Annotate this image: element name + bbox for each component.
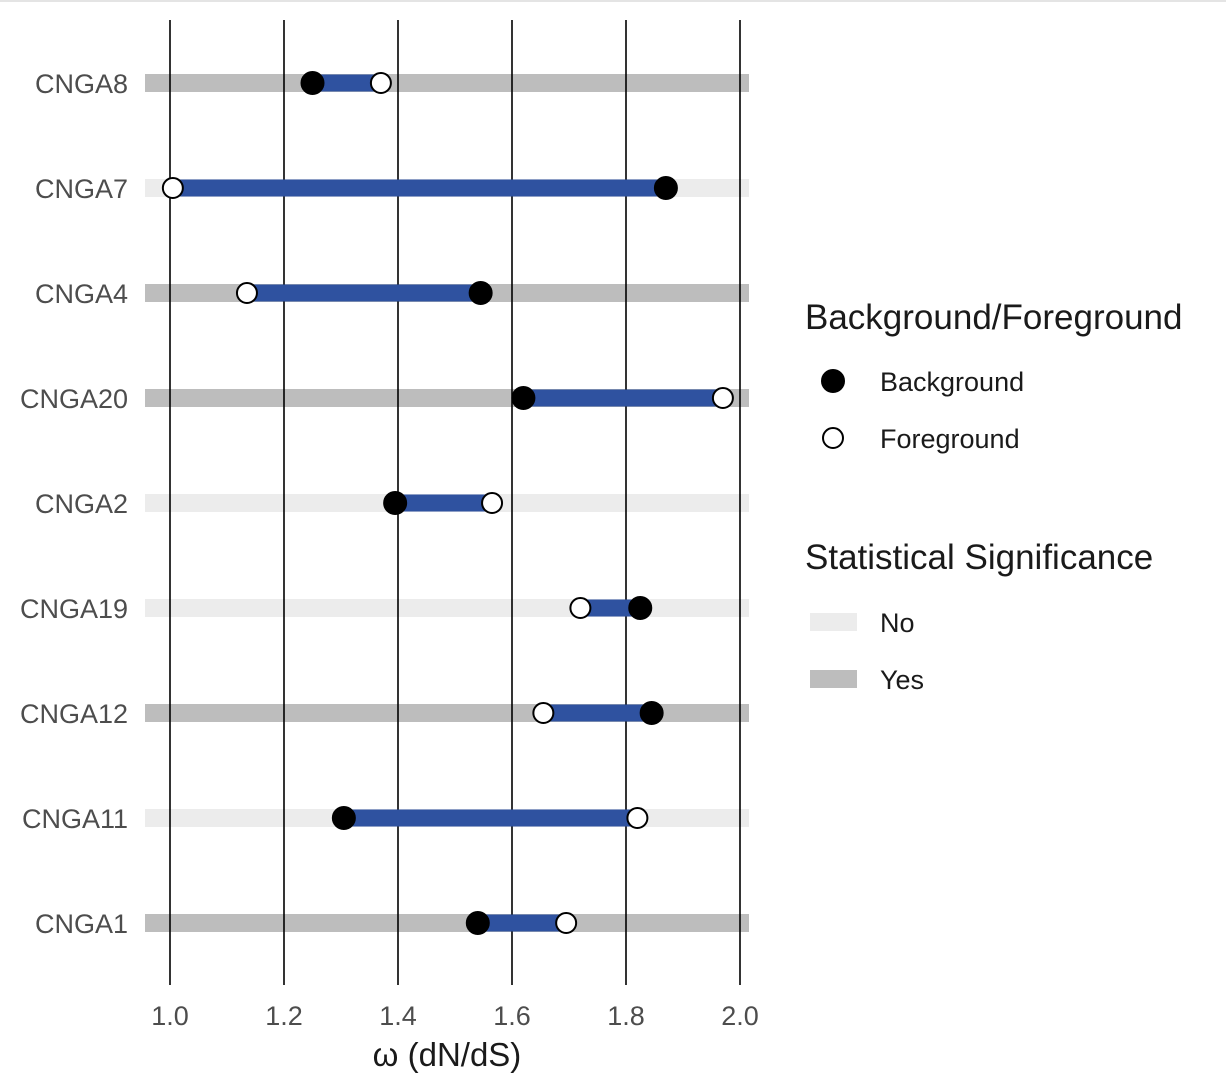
x-axis-title: ω (dN/dS) — [373, 1036, 522, 1073]
x-tick-label: 2.0 — [721, 1001, 759, 1031]
background-point-cnga8 — [300, 71, 325, 95]
x-tick-label: 1.2 — [265, 1001, 303, 1031]
background-point-cnga1 — [465, 911, 490, 935]
legend-label-foreground: Foreground — [880, 424, 1020, 454]
legend-title-points: Background/Foreground — [805, 298, 1182, 337]
foreground-point-cnga2 — [481, 492, 504, 514]
foreground-point-cnga7 — [161, 177, 184, 199]
background-point-cnga20 — [511, 386, 536, 410]
background-point-cnga2 — [383, 491, 408, 515]
foreground-point-cnga4 — [235, 282, 258, 304]
background-point-cnga12 — [639, 701, 664, 725]
x-tick-label: 1.0 — [151, 1001, 189, 1031]
significance-band-cnga1 — [145, 914, 749, 932]
y-tick-label-cnga12: CNGA12 — [20, 699, 128, 729]
foreground-point-cnga11 — [626, 807, 649, 829]
foreground-point-cnga20 — [711, 387, 734, 409]
background-point-cnga19 — [628, 596, 653, 620]
y-tick-label-cnga19: CNGA19 — [20, 594, 128, 624]
dumbbell-segments — [172, 74, 723, 932]
legend-key-foreground — [822, 427, 844, 449]
legend-label-sig-yes: Yes — [880, 665, 924, 695]
foreground-point-cnga19 — [569, 597, 592, 619]
x-tick-label: 1.8 — [607, 1001, 645, 1031]
y-tick-label-cnga4: CNGA4 — [35, 279, 128, 309]
legend-title-significance: Statistical Significance — [805, 538, 1153, 577]
x-tick-label: 1.4 — [379, 1001, 417, 1031]
background-point-cnga7 — [653, 176, 678, 200]
foreground-point-cnga8 — [369, 72, 392, 94]
background-point-cnga11 — [331, 806, 356, 830]
significance-band-cnga19 — [145, 599, 749, 617]
significance-band-cnga8 — [145, 74, 749, 92]
y-tick-label-cnga2: CNGA2 — [35, 489, 128, 519]
y-tick-label-cnga20: CNGA20 — [20, 384, 128, 414]
x-axis-labels: 1.0 1.2 1.4 1.6 1.8 2.0 — [151, 1001, 759, 1031]
legend-label-sig-no: No — [880, 608, 915, 638]
legend-label-background: Background — [880, 367, 1024, 397]
y-tick-label-cnga8: CNGA8 — [35, 69, 128, 99]
y-tick-label-cnga7: CNGA7 — [35, 174, 128, 204]
legend-key-sig-no — [810, 613, 857, 631]
background-point-cnga4 — [468, 281, 493, 305]
y-axis-labels: CNGA8 CNGA7 CNGA4 CNGA20 CNGA2 CNGA19 CNGA12 CN… — [20, 69, 128, 939]
legend-key-sig-yes — [810, 670, 857, 688]
legend: Background/Foreground Background Foregro… — [805, 298, 1182, 695]
y-tick-label-cnga11: CNGA11 — [22, 804, 128, 834]
y-tick-label-cnga1: CNGA1 — [35, 909, 128, 939]
x-tick-label: 1.6 — [493, 1001, 531, 1031]
dumbbell-points — [161, 71, 734, 935]
foreground-point-cnga12 — [532, 702, 555, 724]
legend-key-background — [821, 369, 845, 393]
foreground-point-cnga1 — [555, 912, 578, 934]
top-rule — [0, 0, 1226, 2]
